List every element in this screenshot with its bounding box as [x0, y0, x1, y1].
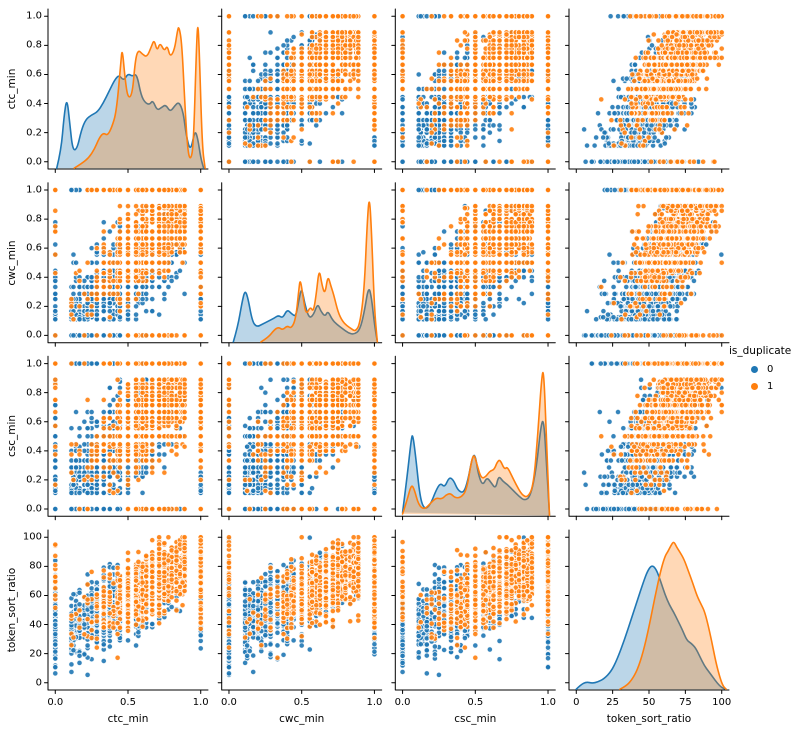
x-tick-label: 1.0 — [192, 697, 209, 708]
legend-label-class1: 1 — [767, 381, 774, 392]
legend-title: is_duplicate — [729, 345, 792, 357]
x-tick-label: 50 — [642, 697, 656, 708]
y-tick-label: 0.0 — [26, 503, 42, 515]
col-axis-label-ctc_min: ctc_min — [107, 713, 149, 725]
row-axis-label-cwc_min: cwc_min — [6, 240, 18, 286]
row-axis-label-token_sort_ratio: token_sort_ratio — [6, 567, 18, 653]
y-tick-label: 0.8 — [26, 387, 42, 399]
x-tick-label: 25 — [606, 697, 619, 708]
y-tick-label: 0.0 — [26, 329, 42, 341]
y-tick-label: 20 — [29, 648, 42, 660]
y-tick-label: 1.0 — [26, 358, 42, 370]
x-tick-label: 1.0 — [366, 697, 383, 708]
legend-marker-class0-icon — [751, 366, 758, 373]
row-axis-label-ctc_min: ctc_min — [6, 68, 18, 110]
legend-label-class0: 0 — [767, 364, 774, 375]
y-tick-label: 0.6 — [26, 242, 42, 254]
y-tick-label: 0.2 — [26, 127, 42, 139]
y-tick-label: 0.2 — [26, 474, 42, 486]
y-tick-label: 0 — [35, 677, 42, 689]
legend-entry-class0: 0 — [751, 361, 809, 378]
y-tick-label: 0.4 — [26, 98, 42, 110]
x-tick-label: 0.5 — [293, 697, 310, 708]
x-tick-label: 0.0 — [47, 697, 64, 708]
legend-entry-class1: 1 — [751, 378, 809, 395]
y-tick-label: 0.4 — [26, 271, 42, 283]
y-tick-label: 40 — [29, 619, 42, 631]
col-axis-label-token_sort_ratio: token_sort_ratio — [606, 713, 692, 725]
y-tick-label: 100 — [22, 531, 42, 543]
y-tick-label: 0.8 — [26, 39, 42, 51]
x-tick-label: 0.0 — [394, 697, 411, 708]
x-tick-label: 1.0 — [540, 697, 556, 708]
x-tick-label: 75 — [678, 697, 692, 708]
y-tick-label: 1.0 — [26, 10, 42, 22]
y-tick-label: 0.4 — [26, 445, 42, 457]
row-axis-label-csc_min: csc_min — [6, 415, 18, 458]
x-tick-label: 0.5 — [467, 697, 484, 708]
legend: is_duplicate 0 1 — [727, 345, 809, 395]
y-tick-label: 0.2 — [26, 300, 42, 312]
y-tick-label: 0.8 — [26, 213, 42, 225]
x-tick-label: 100 — [712, 697, 732, 708]
legend-marker-class1-icon — [751, 383, 758, 390]
y-tick-label: 80 — [29, 560, 42, 572]
x-tick-label: 0.5 — [120, 697, 136, 708]
y-tick-label: 0.6 — [26, 416, 42, 428]
col-axis-label-csc_min: csc_min — [454, 713, 497, 725]
x-tick-label: 0 — [573, 697, 580, 708]
col-axis-label-cwc_min: cwc_min — [279, 713, 325, 725]
y-tick-label: 0.0 — [26, 156, 42, 168]
x-tick-label: 0.0 — [221, 697, 237, 708]
y-tick-label: 0.6 — [26, 68, 42, 80]
y-tick-label: 60 — [29, 589, 42, 601]
y-tick-label: 1.0 — [26, 184, 42, 196]
